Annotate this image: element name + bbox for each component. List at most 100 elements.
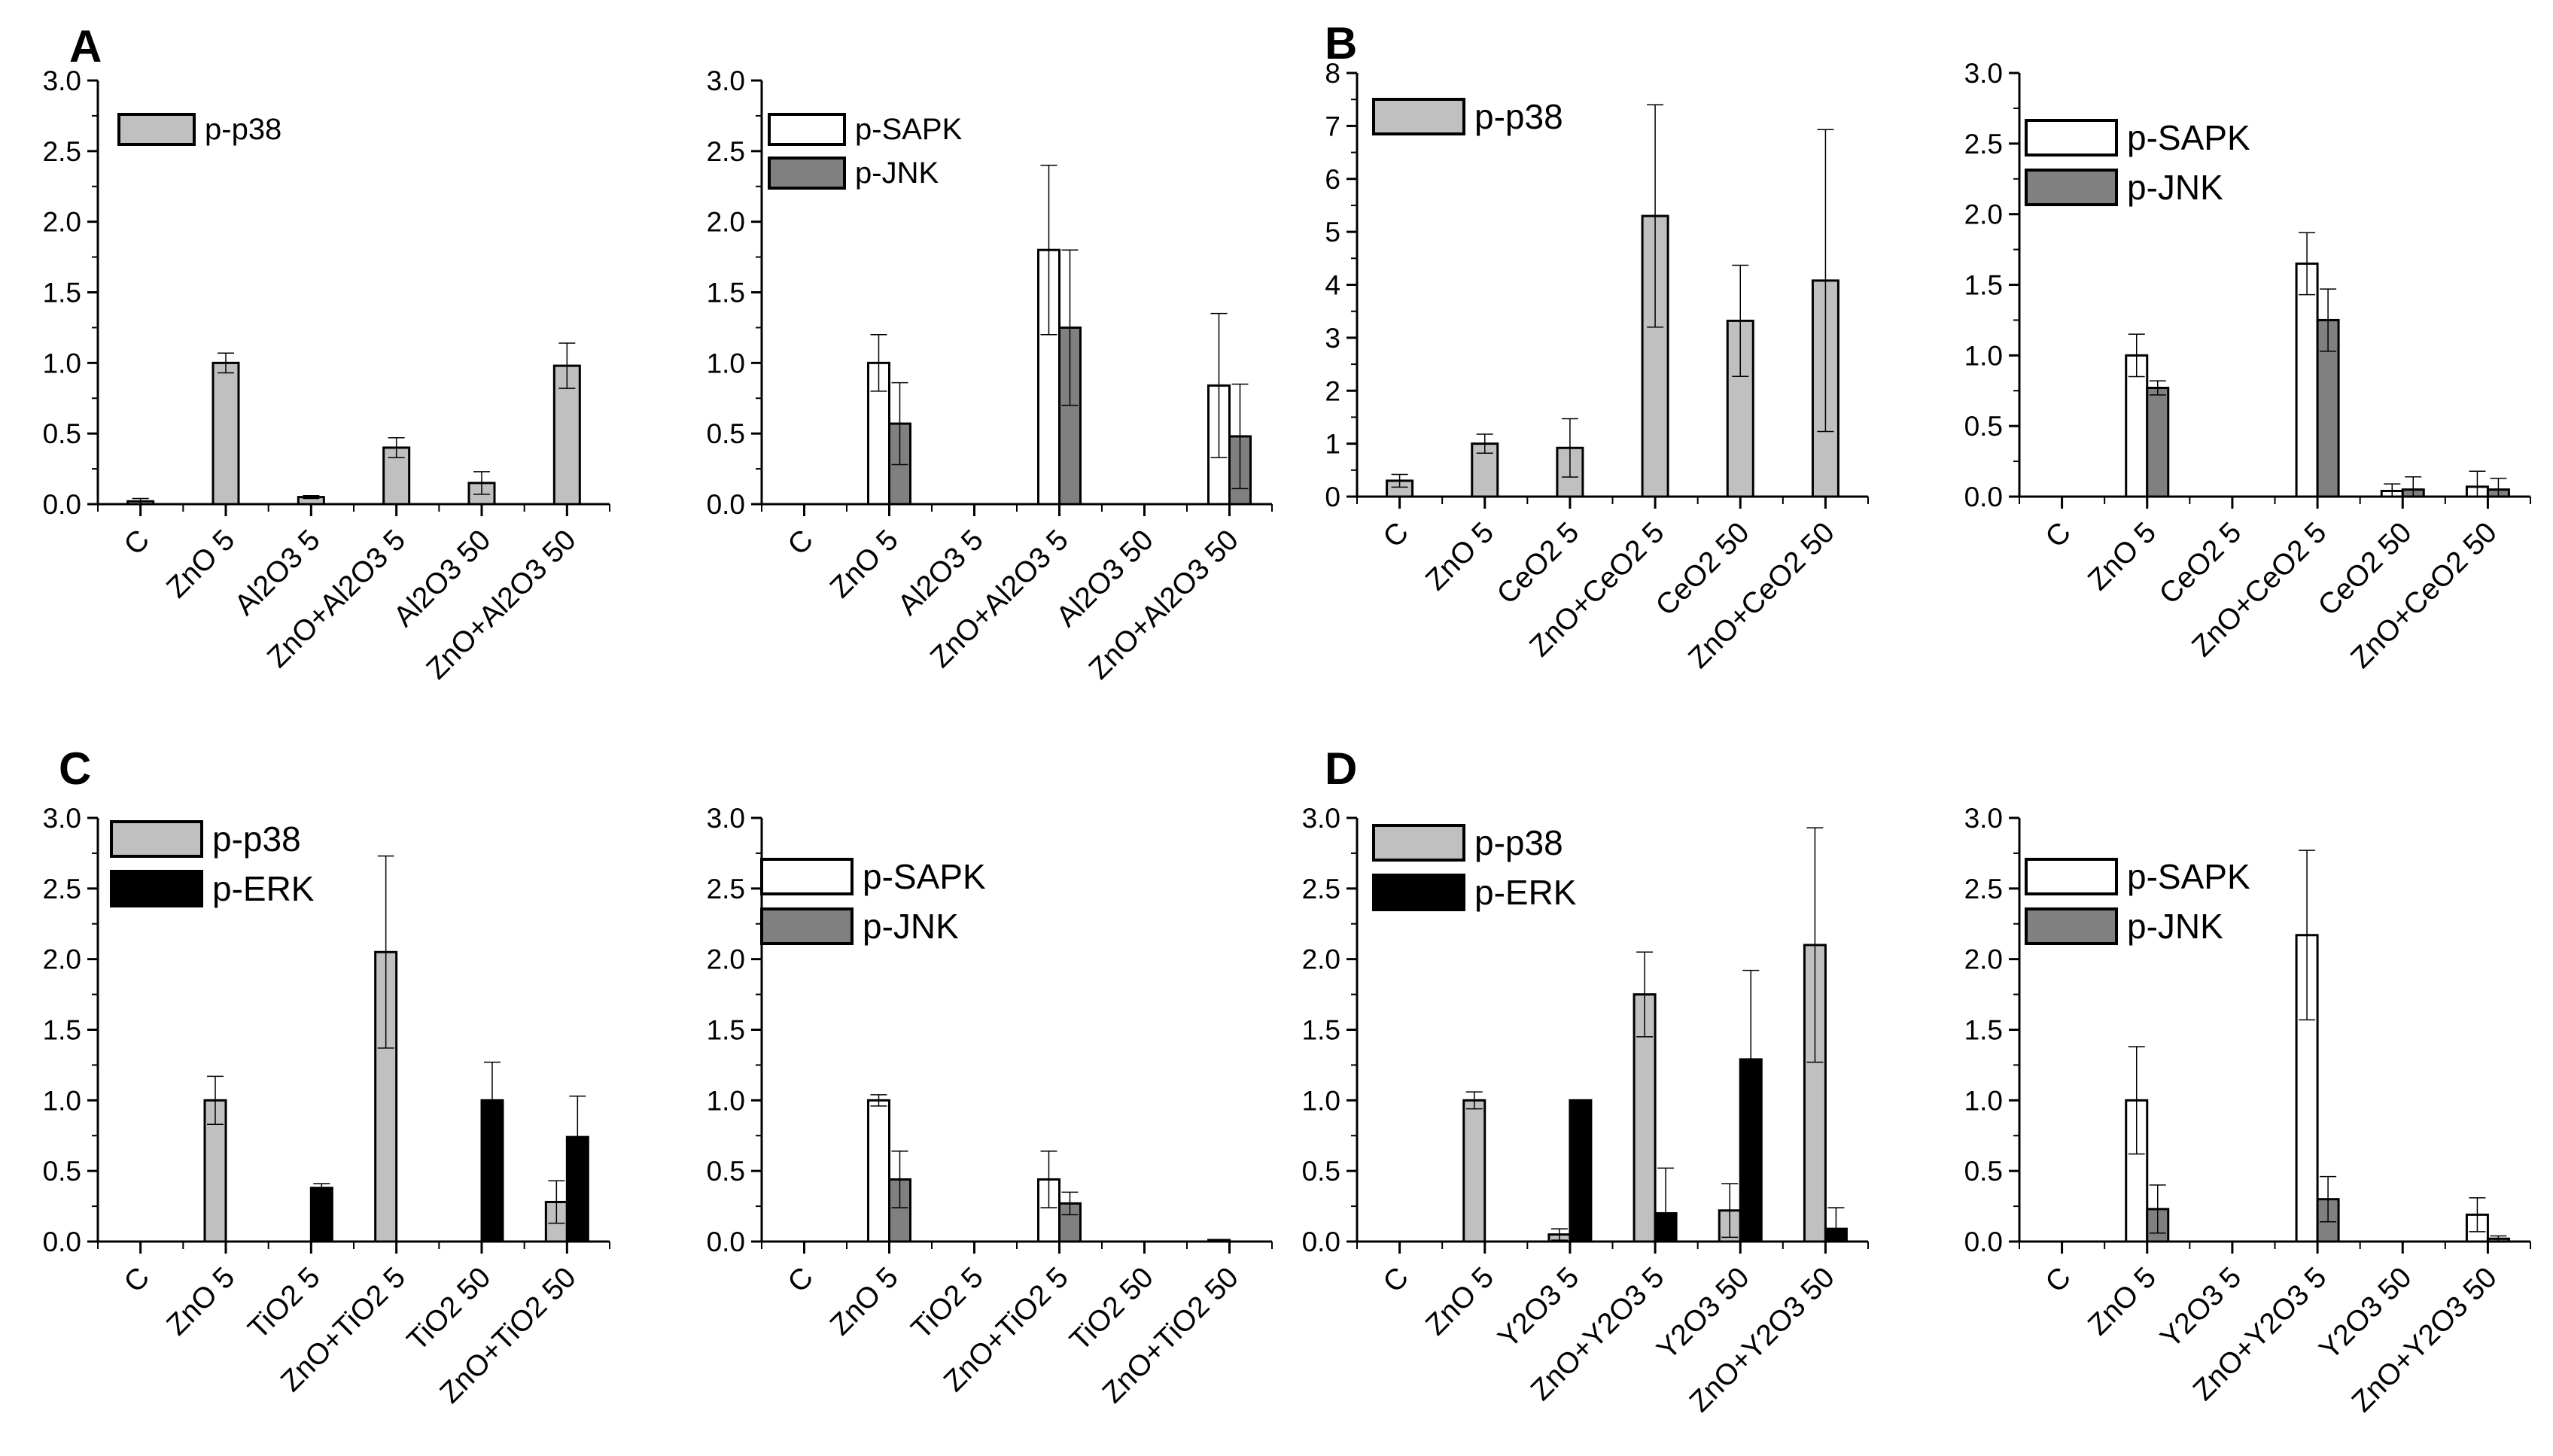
y-tick-label: 2.0 (1964, 944, 2003, 975)
y-tick-label: 1.0 (1964, 340, 2003, 371)
y-tick-label: 4 (1325, 270, 1340, 301)
y-tick-label: 3.0 (1964, 58, 2003, 89)
y-tick-label: 1.5 (1964, 270, 2003, 301)
legend-label: p-JNK (2127, 907, 2223, 946)
y-tick-label: 2.5 (707, 874, 745, 904)
y-tick-label: 0.0 (707, 1227, 745, 1257)
y-tick-label: 3 (1325, 323, 1340, 354)
bar (309, 1187, 333, 1243)
legend-label: p-SAPK (863, 857, 986, 896)
bar (1462, 1099, 1486, 1243)
legend-label: p-ERK (212, 869, 315, 908)
bar (1207, 1239, 1231, 1243)
bar (2146, 386, 2170, 498)
y-tick-label: 2.0 (43, 944, 81, 975)
y-tick-label: 1.0 (43, 1085, 81, 1116)
y-tick-label: 2.0 (707, 207, 745, 238)
legend-swatch (2025, 907, 2118, 945)
y-tick-label: 0.5 (707, 1156, 745, 1187)
y-tick-label: 0.5 (707, 418, 745, 449)
bar (1058, 1202, 1082, 1243)
y-tick-label: 1.5 (707, 1015, 745, 1046)
legend-swatch (2025, 119, 2118, 157)
y-tick-label: 0.0 (43, 1227, 81, 1257)
y-tick-label: 0.5 (43, 1156, 81, 1187)
y-tick-label: 2.5 (43, 874, 81, 904)
y-tick-label: 2.0 (707, 944, 745, 975)
y-tick-label: 0.0 (1964, 482, 2003, 512)
y-tick-label: 0.0 (43, 489, 81, 520)
y-tick-label: 0.5 (1964, 411, 2003, 442)
legend-swatch (2025, 858, 2118, 895)
legend-swatch (760, 907, 854, 945)
y-tick-label: 0.0 (707, 489, 745, 520)
y-tick-label: 1.5 (43, 278, 81, 309)
y-tick-label: 1.0 (1964, 1085, 2003, 1116)
y-tick-label: 0 (1325, 482, 1340, 512)
y-tick-label: 8 (1325, 58, 1340, 89)
y-tick-label: 2 (1325, 375, 1340, 406)
y-tick-label: 2.0 (1302, 944, 1340, 975)
legend-swatch (110, 870, 203, 907)
y-tick-label: 0.5 (1302, 1156, 1340, 1187)
bar (2295, 262, 2319, 498)
legend-swatch (110, 820, 203, 858)
y-tick-label: 3.0 (707, 803, 745, 834)
legend-swatch (2025, 169, 2118, 206)
legend-swatch (117, 113, 196, 146)
y-tick-label: 1.5 (707, 278, 745, 309)
legend-label: p-p38 (205, 113, 281, 146)
y-tick-label: 1.5 (43, 1015, 81, 1046)
legend-label: p-p38 (212, 819, 301, 859)
y-tick-label: 2.5 (1964, 874, 2003, 904)
y-tick-label: 5 (1325, 217, 1340, 248)
y-tick-label: 2.0 (1964, 199, 2003, 230)
y-tick-label: 1.0 (707, 1085, 745, 1116)
y-tick-label: 6 (1325, 164, 1340, 195)
legend-label: p-JNK (855, 157, 939, 190)
bar (867, 1099, 890, 1243)
bar (211, 361, 240, 506)
y-tick-label: 2.5 (1302, 874, 1340, 904)
y-tick-label: 1.0 (707, 348, 745, 378)
y-tick-label: 2.5 (1964, 129, 2003, 160)
y-tick-label: 1.5 (1964, 1015, 2003, 1046)
legend-label: p-p38 (1474, 823, 1563, 862)
legend-label: p-ERK (1474, 873, 1577, 912)
y-tick-label: 2.5 (707, 136, 745, 167)
panel-label-d: D (1325, 743, 1357, 794)
y-tick-label: 0.5 (1964, 1156, 2003, 1187)
y-tick-label: 3.0 (1302, 803, 1340, 834)
legend-label: p-SAPK (2127, 857, 2250, 896)
bar (1569, 1099, 1593, 1243)
legend-label: p-JNK (863, 907, 959, 946)
y-tick-label: 1.0 (1302, 1085, 1340, 1116)
y-tick-label: 0.0 (1964, 1227, 2003, 1257)
y-tick-label: 2.5 (43, 136, 81, 167)
legend-swatch (1372, 98, 1465, 135)
y-tick-label: 3.0 (43, 803, 81, 834)
y-tick-label: 0.0 (1302, 1227, 1340, 1257)
y-tick-label: 3.0 (707, 65, 745, 96)
y-tick-label: 3.0 (43, 65, 81, 96)
y-tick-label: 7 (1325, 111, 1340, 141)
panel-label-b: B (1325, 18, 1357, 68)
legend-swatch (768, 113, 846, 146)
y-tick-label: 1 (1325, 429, 1340, 460)
legend-label: p-SAPK (2127, 118, 2250, 157)
y-tick-label: 1.5 (1302, 1015, 1340, 1046)
panel-label-c: C (59, 743, 91, 794)
y-tick-label: 3.0 (1964, 803, 2003, 834)
y-tick-label: 2.0 (43, 207, 81, 238)
legend-swatch (760, 858, 854, 895)
legend-swatch (1372, 874, 1465, 911)
legend-swatch (1372, 824, 1465, 862)
panel-label-a: A (69, 21, 102, 71)
legend-label: p-p38 (1474, 97, 1563, 136)
legend-swatch (768, 157, 846, 190)
y-tick-label: 0.5 (43, 418, 81, 449)
y-tick-label: 1.0 (43, 348, 81, 378)
legend-label: p-JNK (2127, 168, 2223, 207)
legend-label: p-SAPK (855, 113, 963, 146)
